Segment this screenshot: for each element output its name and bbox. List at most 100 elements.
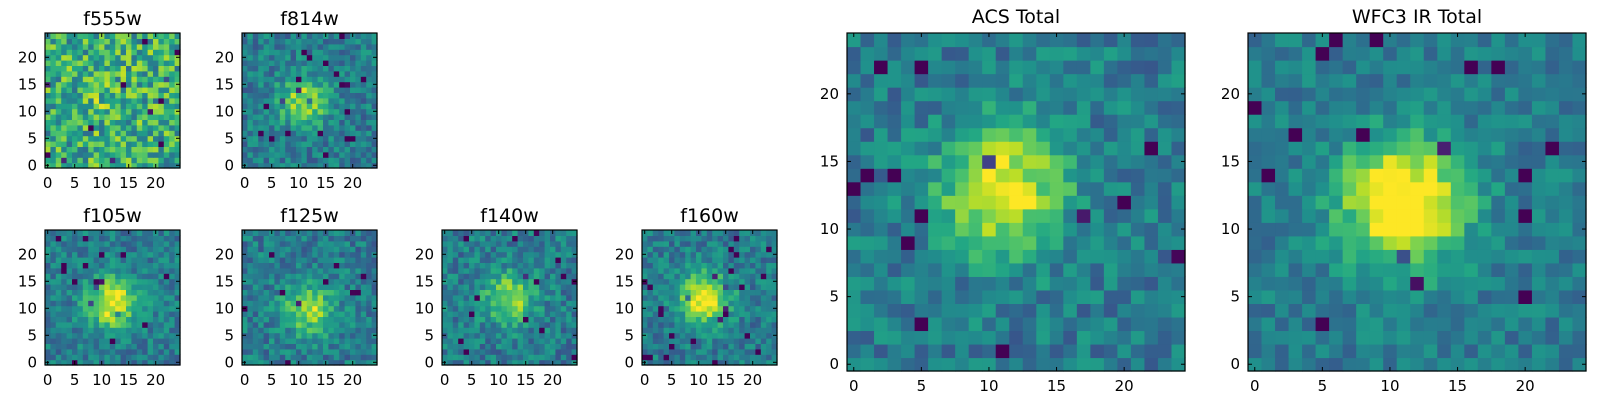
heatmap-cell [328,321,335,328]
heatmap-cell [279,97,286,104]
heatmap-cell [99,114,105,120]
heatmap-cell [750,284,756,290]
heatmap-cell [50,76,57,83]
heatmap-cell [109,311,116,317]
heatmap-cell [479,338,486,344]
heatmap-cell [669,332,675,339]
heatmap-cell [61,354,68,361]
heatmap-cell [1090,46,1105,61]
heatmap-cell [485,230,492,236]
heatmap-cell [120,87,127,93]
heatmap-cell [717,284,724,290]
heatmap-cell [131,321,138,328]
heatmap-cell [674,251,681,258]
heatmap-cell [544,348,551,355]
heatmap-cell [290,135,297,142]
heatmap-cell [158,354,165,361]
heatmap-cell [174,284,181,290]
heatmap-cell [333,311,340,317]
heatmap-cell [258,273,265,280]
heatmap-cell [115,81,122,88]
heatmap-cell [755,230,762,236]
heatmap-cell [1036,357,1051,372]
heatmap-cell [496,273,502,280]
heatmap-cell [1275,249,1290,264]
heatmap-cell [50,316,57,323]
heatmap-cell [93,162,100,169]
heatmap-cell [647,348,654,355]
heatmap-cell [712,327,719,334]
heatmap-cell [955,343,970,359]
heatmap-cell [360,246,367,253]
heatmap-cell [771,284,778,290]
heatmap-cell [1329,357,1344,372]
heatmap-cell [158,103,165,110]
heatmap-cell [247,119,254,126]
heatmap-cell [1130,222,1146,237]
heatmap-cell [658,251,665,258]
heatmap-cell [1157,33,1173,48]
heatmap-cell [874,114,889,129]
heatmap-cell [928,276,943,291]
heatmap-cell [1558,208,1574,223]
heatmap-cell [61,230,68,236]
heatmap-cell [360,151,367,158]
heatmap-cell [93,289,100,296]
heatmap-cell [1518,330,1533,345]
heatmap-cell [1248,276,1263,291]
heatmap-cell [690,343,697,350]
heatmap-cell [147,257,154,263]
heatmap-cell [469,251,475,258]
heatmap-cell [501,311,508,317]
heatmap-cell [1049,168,1064,183]
heatmap-cell [131,76,138,83]
heatmap-cell [306,305,313,312]
y-tick-label: 15 [820,152,839,170]
heatmap-cell [355,327,362,334]
heatmap-cell [339,76,346,83]
heatmap-cell [1410,357,1425,372]
heatmap-cell [501,327,508,334]
heatmap-cell [1315,208,1330,223]
heatmap-cell [333,124,340,131]
heatmap-cell [847,343,862,359]
heatmap-cell [696,267,702,274]
heatmap-cell [317,108,324,115]
heatmap-cell [120,108,127,115]
heatmap-cell [1171,343,1186,359]
heatmap-cell [1410,276,1425,291]
heatmap-cell [50,300,57,307]
heatmap-cell [1022,100,1037,115]
heatmap-cell [523,311,529,317]
heatmap-cell [274,135,281,142]
heatmap-cell [717,246,724,253]
heatmap-cell [533,311,540,317]
heatmap-cell [1369,208,1384,223]
heatmap-cell [50,124,57,131]
heatmap-cell [550,257,556,263]
heatmap-cell [45,354,51,361]
heatmap-cell [45,97,51,104]
heatmap-cell [301,284,308,290]
heatmap-cell [501,235,508,242]
heatmap-cell [285,119,292,126]
heatmap-cell [99,76,105,83]
heatmap-cell [1063,222,1078,237]
heatmap-cell [136,289,143,296]
heatmap-cell [566,348,573,355]
heatmap-cell [55,60,62,66]
heatmap-cell [99,92,105,99]
heatmap-cell [312,257,319,263]
heatmap-cell [771,230,778,236]
heatmap-cell [1288,316,1303,332]
heatmap-cell [252,114,259,120]
heatmap-cell [131,305,138,312]
heatmap-cell [1342,289,1357,304]
heatmap-cell [728,321,735,328]
heatmap-cell [142,311,149,317]
heatmap-cell [131,251,138,258]
heatmap-cell [296,60,302,66]
heatmap-cell [355,33,362,39]
heatmap-cell [490,327,497,334]
heatmap-cell [344,162,351,169]
